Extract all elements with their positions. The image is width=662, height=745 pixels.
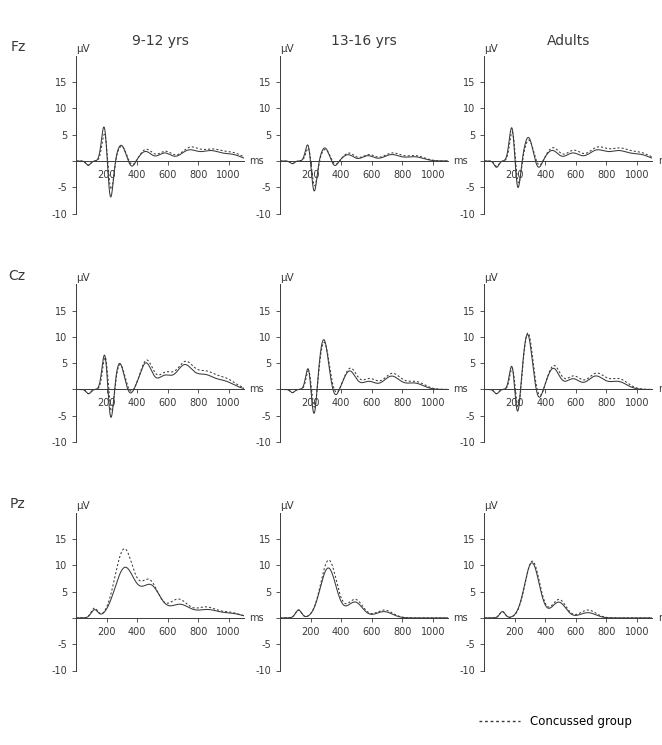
Text: μV: μV	[485, 273, 498, 283]
Text: μV: μV	[280, 273, 294, 283]
Text: ms: ms	[453, 384, 468, 394]
Text: μV: μV	[280, 44, 294, 54]
Text: 13-16 yrs: 13-16 yrs	[331, 34, 397, 48]
Text: Fz: Fz	[11, 40, 26, 54]
Text: ms: ms	[453, 156, 468, 166]
Text: μV: μV	[485, 501, 498, 511]
Text: μV: μV	[76, 501, 90, 511]
Text: ms: ms	[250, 156, 264, 166]
Text: ms: ms	[250, 613, 264, 623]
Text: ms: ms	[453, 613, 468, 623]
Text: μV: μV	[76, 273, 90, 283]
Text: 9-12 yrs: 9-12 yrs	[132, 34, 189, 48]
Text: ms: ms	[250, 384, 264, 394]
Text: Adults: Adults	[547, 34, 590, 48]
Text: Cz: Cz	[9, 269, 26, 283]
Text: μV: μV	[485, 44, 498, 54]
Text: ms: ms	[657, 156, 662, 166]
Text: μV: μV	[280, 501, 294, 511]
Legend: Concussed group: Concussed group	[474, 711, 636, 733]
Text: μV: μV	[76, 44, 90, 54]
Text: ms: ms	[657, 384, 662, 394]
Text: ms: ms	[657, 613, 662, 623]
Text: Pz: Pz	[10, 497, 26, 511]
